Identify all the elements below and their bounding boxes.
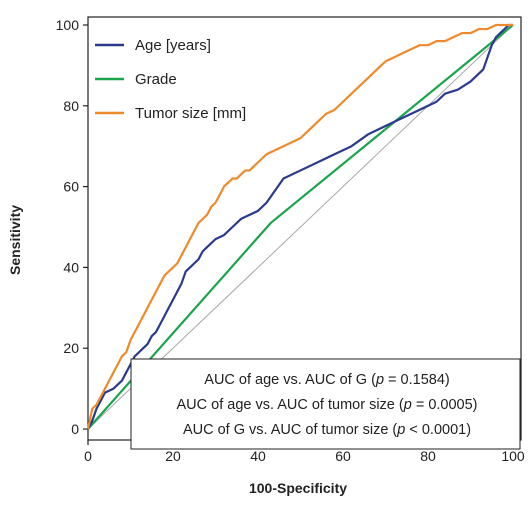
y-axis-title: Sensitivity xyxy=(7,205,23,275)
x-tick-label: 20 xyxy=(165,448,181,464)
y-tick-label: 20 xyxy=(63,340,79,356)
y-tick-label: 100 xyxy=(56,17,80,33)
y-tick-label: 60 xyxy=(63,179,79,195)
y-tick-label: 0 xyxy=(71,421,79,437)
series-line-tumor-size-mm xyxy=(86,23,513,430)
annotation-line: AUC of age vs. AUC of G (p = 0.1584) xyxy=(204,372,449,388)
legend: Age [years] Grade Tumor size [mm] xyxy=(95,37,246,122)
legend-label: Grade xyxy=(135,71,177,88)
x-tick-label: 0 xyxy=(84,448,92,464)
x-tick-label: 80 xyxy=(420,448,436,464)
legend-label: Age [years] xyxy=(135,37,211,54)
annotation-line: AUC of G vs. AUC of tumor size (p < 0.00… xyxy=(183,422,471,438)
annotation-line: AUC of age vs. AUC of tumor size (p = 0.… xyxy=(176,397,477,413)
legend-label: Tumor size [mm] xyxy=(135,105,246,122)
annotation-box: AUC of age vs. AUC of G (p = 0.1584) AUC … xyxy=(130,358,521,450)
x-tick-label: 60 xyxy=(335,448,351,464)
x-axis-title: 100-Specificity xyxy=(249,480,347,496)
y-tick-label: 40 xyxy=(63,259,79,275)
x-tick-label: 100 xyxy=(501,448,525,464)
y-tick-label: 80 xyxy=(63,98,79,114)
annotation-frame xyxy=(130,358,521,450)
x-tick-label: 40 xyxy=(250,448,266,464)
